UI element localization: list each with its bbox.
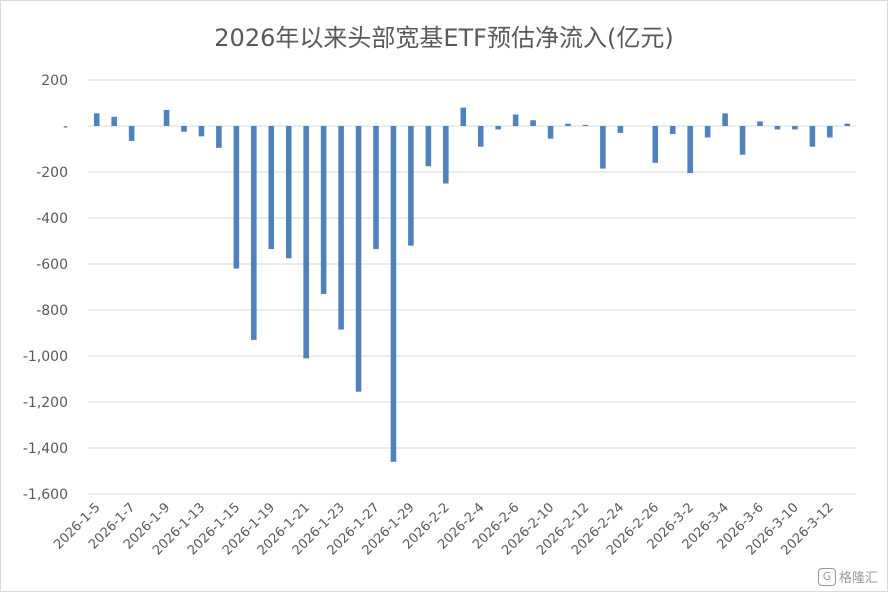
- bar-2026-1-7: [128, 126, 135, 141]
- grid-lines: [88, 79, 856, 495]
- bar-2026-2-6: [512, 114, 519, 126]
- y-tick-label: -: [63, 119, 68, 135]
- y-tick-label: -1,400: [23, 441, 68, 457]
- bar-2026-1-16: [251, 126, 257, 340]
- bar-2026-3-2: [687, 126, 693, 174]
- bar-2026-3-6: [757, 121, 763, 126]
- bar-2026-1-23: [338, 126, 344, 330]
- bar-2026-1-13: [198, 126, 205, 137]
- bar-2026-3-12: [827, 126, 833, 138]
- chart-title: 2026年以来头部宽基ETF预估净流入(亿元): [214, 24, 674, 52]
- y-tick-label: -800: [36, 303, 68, 319]
- bar-2026-2-5: [495, 126, 501, 130]
- bar-2026-3-9: [774, 126, 781, 130]
- bar-2026-2-3: [460, 107, 467, 126]
- bar-2026-2-11: [565, 123, 571, 126]
- bar-2026-1-26: [355, 126, 362, 392]
- bar-2026-1-22: [320, 126, 327, 294]
- gelonghui-logo-icon: G: [817, 567, 836, 586]
- bar-2026-2-10: [547, 126, 554, 139]
- bar-2026-1-12: [181, 126, 187, 132]
- bar-2026-2-27: [669, 126, 676, 135]
- bar-2026-1-30: [425, 126, 432, 167]
- bar-2026-1-15: [233, 126, 240, 269]
- bar-2026-2-13: [600, 126, 606, 169]
- bar-2026-1-5: [93, 113, 100, 126]
- bar-2026-1-27: [373, 126, 379, 250]
- bar-2026-3-11: [809, 126, 816, 147]
- bar-2026-1-28: [390, 126, 397, 462]
- bar-2026-2-24: [617, 126, 624, 133]
- watermark: G 格隆汇: [817, 567, 878, 586]
- bar-2026-1-19: [268, 126, 275, 250]
- bar-2026-2-12: [582, 124, 589, 126]
- y-tick-label: 200: [41, 73, 68, 89]
- x-axis-ticks: 2026-1-52026-1-72026-1-92026-1-132026-1-…: [51, 500, 836, 558]
- y-tick-label: -600: [36, 257, 68, 273]
- bar-2026-3-4: [722, 113, 728, 126]
- y-tick-label: -400: [36, 211, 68, 227]
- bar-2026-3-13: [844, 123, 851, 126]
- bar-2026-3-10: [792, 126, 798, 130]
- bar-2026-1-6: [111, 116, 117, 126]
- bar-2026-2-4: [477, 126, 484, 147]
- bar-2026-2-26: [652, 126, 659, 163]
- bars: [93, 107, 851, 462]
- y-tick-label: -200: [36, 165, 68, 181]
- y-tick-label: -1,600: [23, 487, 68, 503]
- y-tick-label: -1,000: [23, 349, 68, 365]
- y-tick-label: -1,200: [23, 395, 68, 411]
- bar-2026-1-21: [303, 126, 309, 359]
- bar-2026-1-29: [408, 126, 414, 246]
- watermark-text: 格隆汇: [838, 571, 878, 586]
- bar-2026-1-20: [285, 126, 292, 259]
- bar-2026-2-2: [443, 126, 449, 184]
- y-axis-ticks: 200 - -200 -400 -600 -800 -1,000 -1,200 -1,400 -1…: [23, 73, 68, 503]
- bar-2026-3-5: [739, 126, 746, 155]
- bar-2026-1-9: [163, 109, 170, 126]
- bar-2026-1-14: [216, 126, 222, 148]
- bar-2026-3-3: [704, 126, 711, 138]
- bar-2026-2-9: [530, 120, 536, 126]
